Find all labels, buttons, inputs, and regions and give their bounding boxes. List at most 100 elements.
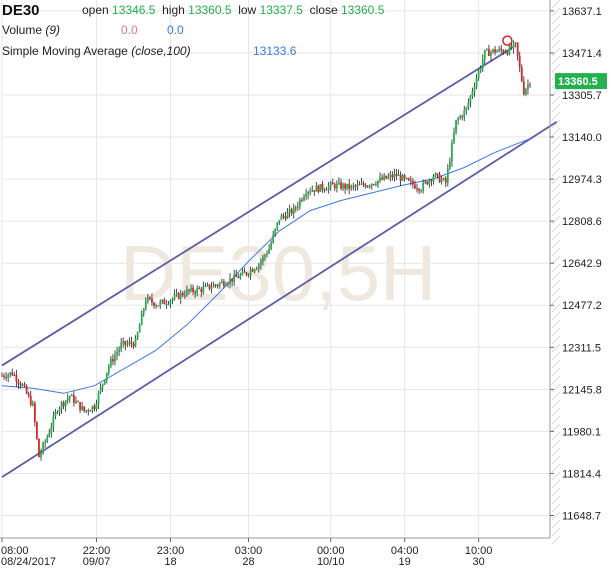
sma-label: Simple Moving Average — [2, 44, 128, 58]
axis-hatch — [551, 279, 561, 289]
candle-body — [142, 308, 145, 314]
candle-body — [167, 303, 170, 305]
candle-body — [453, 132, 455, 143]
sma-legend[interactable]: Simple Moving Average (close,100) — [2, 44, 191, 58]
candle-body — [282, 215, 285, 217]
candle-body — [56, 412, 59, 414]
candle-body — [500, 48, 503, 51]
candle-body — [112, 358, 114, 362]
candle-body — [512, 43, 515, 49]
candle-body — [183, 295, 186, 297]
candle-body — [494, 49, 496, 53]
y-tick-label: 13305.7 — [562, 90, 602, 102]
candle-body — [64, 400, 67, 406]
candle-body — [298, 199, 301, 207]
candle-body — [272, 234, 275, 243]
candle-body — [214, 284, 217, 286]
candle-body — [527, 84, 529, 90]
candle-body — [239, 274, 242, 279]
candle-body — [459, 116, 462, 119]
axis-hatch — [551, 39, 561, 49]
candle-body — [488, 49, 490, 56]
candle-body — [255, 268, 258, 270]
axis-hatch — [551, 367, 561, 377]
candle-body — [1, 375, 3, 377]
candle-body — [9, 372, 12, 375]
candle-body — [381, 177, 383, 180]
trend-channel — [1, 47, 558, 478]
volume-legend[interactable]: Volume (9) — [2, 23, 60, 37]
candle-body — [479, 67, 482, 71]
candle-body — [389, 174, 392, 177]
candle-body — [288, 209, 291, 213]
axis-hatch — [551, 143, 561, 153]
candle-body — [356, 184, 359, 187]
axis-hatch — [551, 479, 561, 489]
x-tick-label-bottom: 09/07 — [83, 556, 111, 568]
candle-body — [403, 175, 406, 179]
candle-body — [229, 278, 231, 284]
axis-hatch — [551, 391, 561, 401]
axis-hatch — [551, 471, 561, 481]
x-tick-label-bottom: 28 — [242, 556, 254, 568]
candle-body — [469, 95, 472, 103]
candle-body — [216, 285, 219, 287]
candle-body — [192, 287, 194, 293]
candle-body — [420, 190, 423, 192]
candle-body — [327, 185, 330, 190]
axis-hatch — [551, 247, 561, 257]
candle-body — [290, 209, 293, 214]
candle-body — [385, 175, 388, 179]
axis-hatch — [551, 127, 561, 137]
candle-body — [231, 278, 234, 282]
candle-body — [5, 377, 8, 379]
candle-body — [338, 182, 340, 184]
candle-body — [426, 181, 429, 185]
x-tick-label-top: 10:00 — [465, 545, 493, 557]
high-value: 13360.5 — [188, 3, 232, 17]
candle-body — [442, 178, 445, 180]
low-value: 13337.5 — [259, 3, 303, 17]
x-tick-label-bottom: 19 — [399, 556, 411, 568]
candle-body — [473, 86, 476, 92]
axis-hatch — [551, 311, 561, 321]
axis-hatch — [551, 359, 561, 369]
candle-body — [490, 51, 492, 56]
candle-body — [54, 412, 57, 417]
candle-body — [249, 269, 252, 275]
candle-body — [179, 292, 182, 299]
candle-body — [15, 375, 18, 382]
candle-body — [485, 49, 488, 51]
axis-hatch — [551, 0, 561, 9]
candle-body — [171, 298, 174, 301]
axis-hatch — [551, 455, 561, 465]
axis-hatch — [551, 375, 561, 385]
candle-body — [496, 50, 499, 53]
candle-body — [461, 116, 464, 118]
candle-body — [411, 180, 414, 185]
axis-hatch — [551, 7, 561, 17]
candle-body — [132, 343, 135, 347]
candle-body — [434, 173, 437, 177]
axis-hatch — [551, 319, 561, 329]
candle-body — [177, 293, 180, 299]
x-tick-label-bottom: 18 — [164, 556, 176, 568]
axis-hatch — [551, 527, 561, 537]
candle-body — [409, 180, 412, 182]
candle-body — [335, 183, 338, 189]
candle-body — [27, 393, 30, 396]
candle-body — [325, 189, 328, 191]
candle-body — [372, 183, 375, 185]
candle-body — [333, 184, 336, 189]
candle-body — [99, 386, 102, 393]
candle-body — [11, 372, 14, 376]
last-price-text: 13360.5 — [558, 76, 598, 88]
candle-body — [344, 184, 346, 189]
sma-path — [1, 138, 531, 394]
candle-body — [202, 286, 205, 293]
y-tick-label: 12642.9 — [562, 258, 602, 270]
candle-body — [237, 276, 240, 279]
candle-body — [222, 281, 225, 286]
